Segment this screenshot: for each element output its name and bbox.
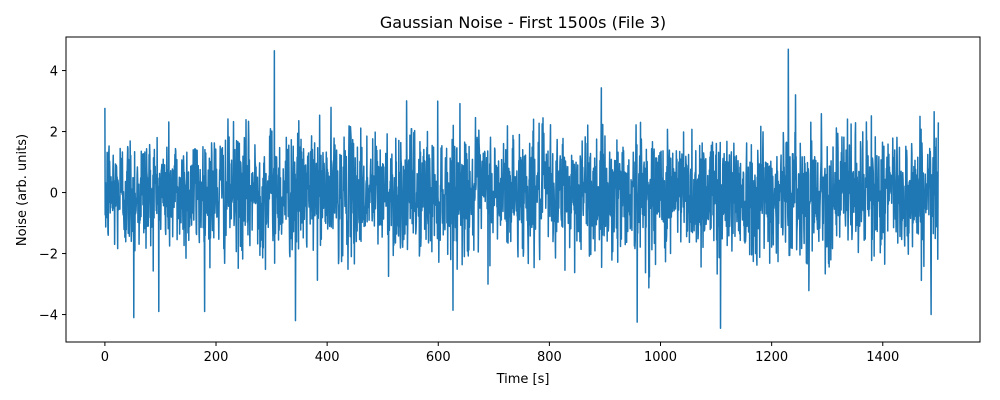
x-tick-label: 600 [426,350,451,365]
axes-frame [65,36,981,343]
y-tick-label: 2 [50,126,58,141]
y-tick-label: 0 [50,187,58,202]
noise-series-line [104,48,940,330]
x-tick-label: 200 [204,350,229,365]
y-tick-label: −4 [39,309,58,324]
y-axis-label: Noise (arb. units) [15,134,30,246]
y-tick-label: −2 [39,248,58,263]
x-tick-label: 0 [101,350,109,365]
x-tick-label: 1200 [755,350,788,365]
x-axis-label: Time [s] [496,372,550,387]
y-axis-ticks: −4 −2 0 2 4 [39,65,66,324]
x-tick-label: 1400 [866,350,899,365]
y-tick-label: 4 [50,65,58,80]
x-tick-label: 1000 [644,350,677,365]
x-tick-label: 400 [315,350,340,365]
chart-title: Gaussian Noise - First 1500s (File 3) [380,13,666,32]
x-tick-label: 800 [537,350,562,365]
x-axis-ticks: 0 200 400 600 800 1000 1200 1400 [101,342,899,365]
plot-area [104,48,940,330]
